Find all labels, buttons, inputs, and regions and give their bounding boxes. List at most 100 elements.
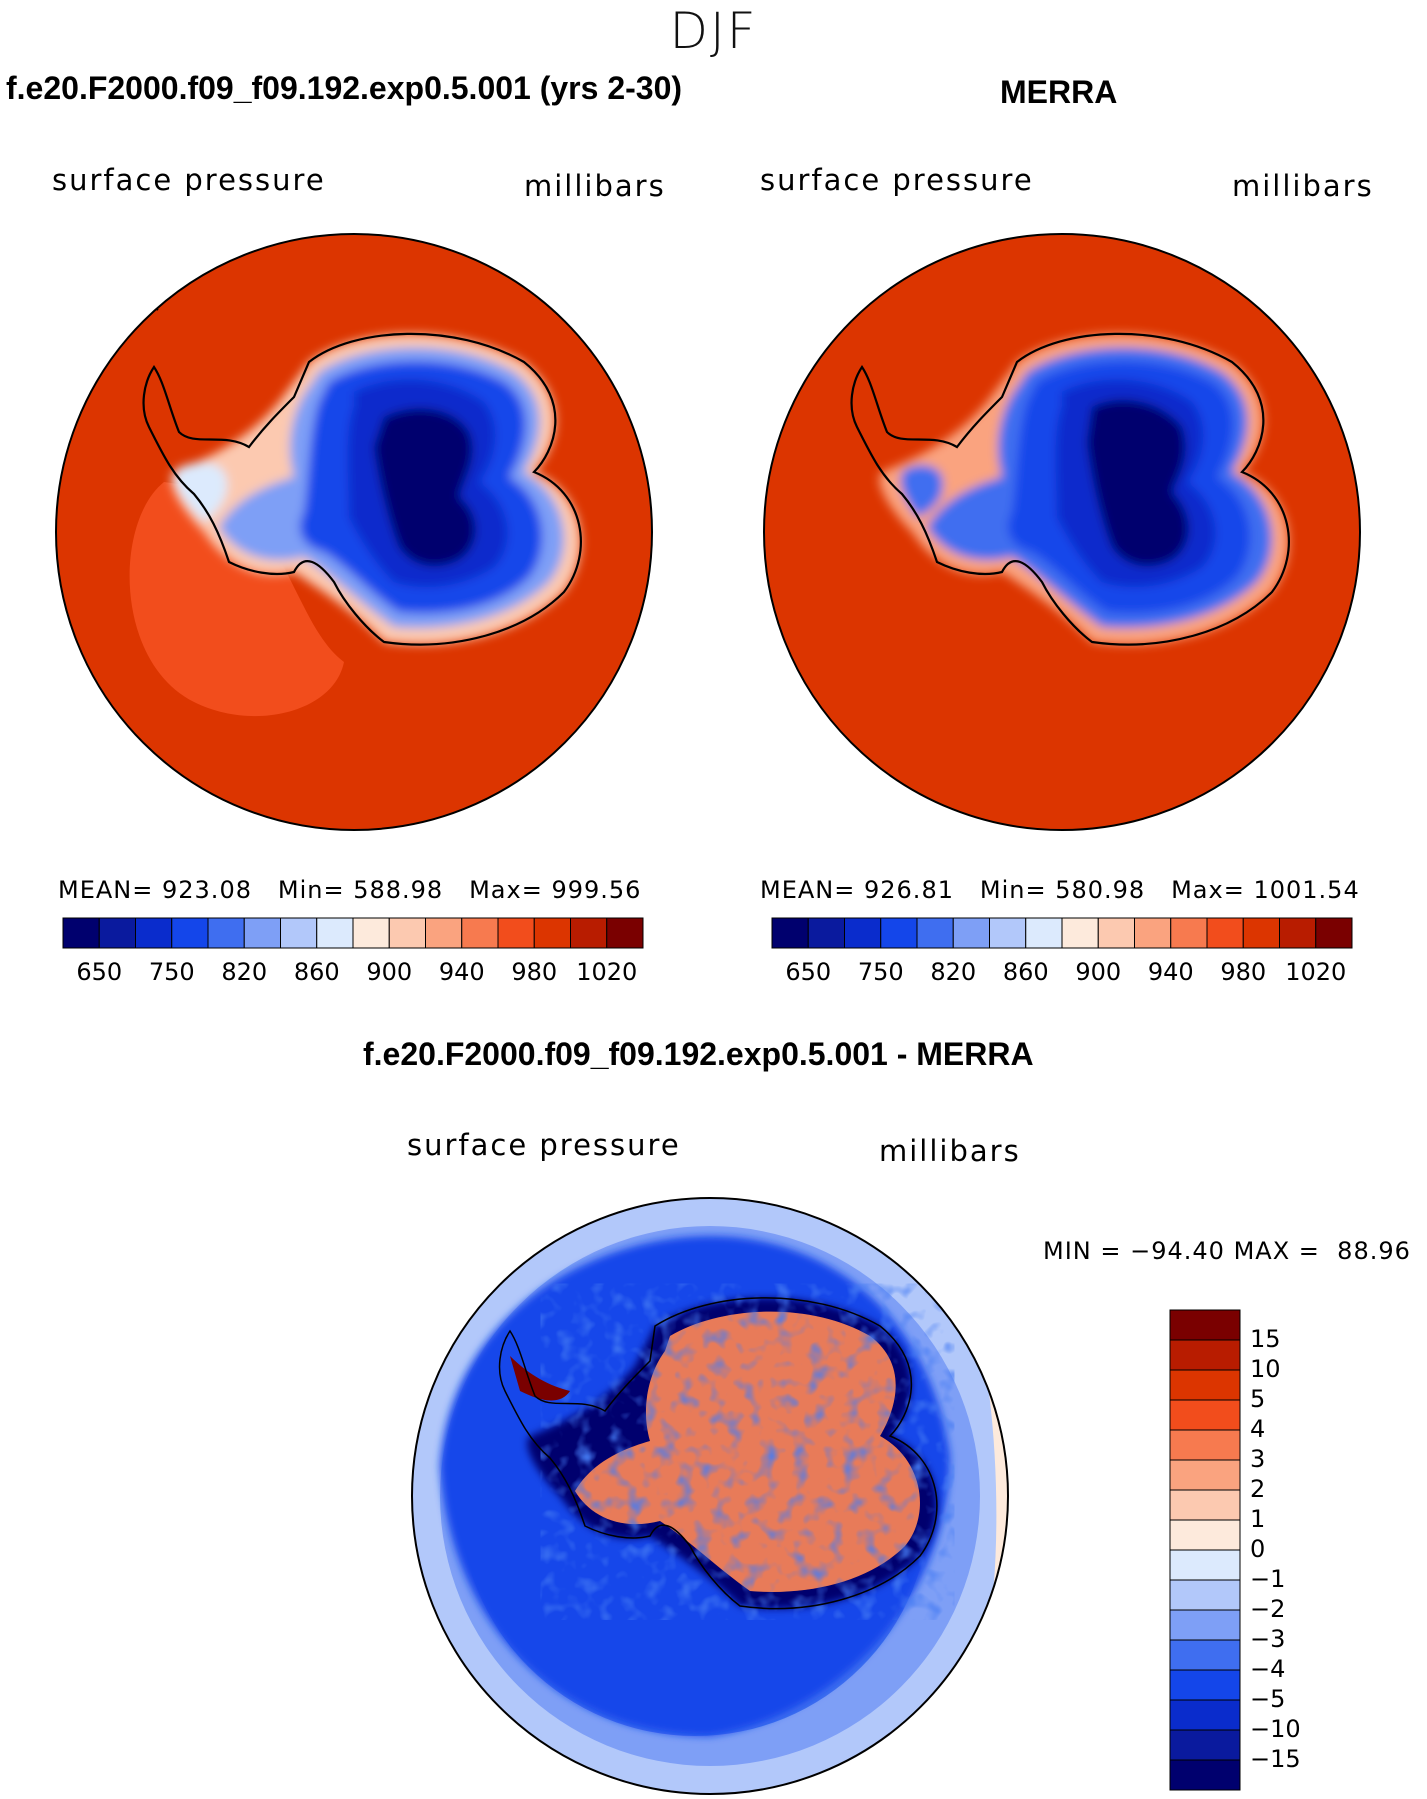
panel2-stats: MEAN= 926.81 Min= 580.98 Max= 1001.54	[760, 876, 1360, 904]
colorbar-tick-label: 940	[1147, 958, 1194, 986]
colorbar-tick-label: 1020	[576, 958, 638, 986]
colorbar-tick-label: 750	[148, 958, 195, 986]
colorbar-box	[207, 917, 245, 949]
diff-stats: MIN = −94.40 MAX = 88.96	[1043, 1237, 1411, 1265]
max-label: MAX =	[1233, 1237, 1320, 1265]
colorbar-box	[1206, 917, 1244, 949]
panel2-title: MERRA	[1000, 74, 1118, 110]
colorbar-box	[916, 917, 954, 949]
colorbar-box	[1169, 1729, 1241, 1761]
antarctica-field	[171, 333, 581, 645]
colorbar-tick-label: −10	[1250, 1715, 1301, 1743]
min-label: Min=	[979, 876, 1047, 904]
panel2-variable-label: surface pressure	[760, 163, 1034, 197]
mean-value: 926.81	[864, 876, 954, 904]
max-value: 1001.54	[1253, 876, 1360, 904]
colorbar-tick-label: 860	[1002, 958, 1049, 986]
colorbar-tick-label: −5	[1250, 1685, 1286, 1713]
colorbar-tick-label: 750	[857, 958, 904, 986]
colorbar-box	[771, 917, 809, 949]
colorbar-tick-label: 650	[785, 958, 832, 986]
colorbar-tick-label: 860	[293, 958, 340, 986]
colorbar-box	[989, 917, 1027, 949]
colorbar-box	[1169, 1459, 1241, 1491]
mean-value: 923.08	[162, 876, 252, 904]
diff-map	[411, 1197, 1009, 1795]
colorbar-tick-label: 980	[511, 958, 558, 986]
panel1-title: f.e20.F2000.f09_f09.192.exp0.5.001 (yrs …	[6, 70, 683, 106]
colorbar-box	[807, 917, 845, 949]
colorbar-box	[98, 917, 136, 949]
colorbar-tick-label: 1020	[1285, 958, 1347, 986]
colorbar-tick-label: −15	[1250, 1745, 1301, 1773]
colorbar-tick-label: 900	[366, 958, 413, 986]
coastline	[142, 332, 582, 646]
colorbar-tick-label: −2	[1250, 1595, 1286, 1623]
mean-label: MEAN=	[760, 876, 856, 904]
colorbar-tick-label: 4	[1250, 1415, 1266, 1443]
colorbar-box	[533, 917, 571, 949]
colorbar-box	[1169, 1399, 1241, 1431]
colorbar-box	[352, 917, 390, 949]
colorbar-tick-label: 650	[76, 958, 123, 986]
colorbar-box	[316, 917, 354, 949]
min-label: Min=	[277, 876, 345, 904]
colorbar-tick-label: 820	[221, 958, 268, 986]
panel1-map	[55, 233, 653, 831]
colorbar-box	[497, 917, 535, 949]
panel1-colorbar	[62, 917, 644, 949]
colorbar-tick-label: −3	[1250, 1625, 1286, 1653]
colorbar-box	[844, 917, 882, 949]
colorbar-box	[1169, 1489, 1241, 1521]
colorbar-box	[952, 917, 990, 949]
coastline	[498, 1297, 938, 1610]
colorbar-box	[280, 917, 318, 949]
colorbar-box	[1169, 1309, 1241, 1341]
colorbar-box	[606, 917, 644, 949]
colorbar-box	[425, 917, 463, 949]
colorbar-tick-label: 820	[930, 958, 977, 986]
min-value: 588.98	[353, 876, 444, 904]
colorbar-box	[880, 917, 918, 949]
colorbar-box	[1169, 1339, 1241, 1371]
map-boundary	[411, 1197, 1009, 1795]
colorbar-tick-label: 1	[1250, 1505, 1266, 1533]
colorbar-box	[171, 917, 209, 949]
diff-units-label: millibars	[879, 1134, 1021, 1168]
coastline	[850, 332, 1290, 646]
colorbar-tick-label: 5	[1250, 1385, 1266, 1413]
colorbar-box	[1097, 917, 1135, 949]
antarctica-diff-field	[510, 1297, 937, 1609]
max-label: Max=	[1171, 876, 1245, 904]
diff-colorbar	[1169, 1309, 1241, 1791]
colorbar-tick-label: −4	[1250, 1655, 1286, 1683]
colorbar-box	[1061, 917, 1099, 949]
colorbar-tick-label: 2	[1250, 1475, 1266, 1503]
panel1-variable-label: surface pressure	[52, 163, 326, 197]
colorbar-tick-label: −1	[1250, 1565, 1286, 1593]
colorbar-box	[570, 917, 608, 949]
diff-variable-label: surface pressure	[407, 1128, 681, 1162]
colorbar-box	[1169, 1549, 1241, 1581]
colorbar-box	[1169, 1669, 1241, 1701]
mean-label: MEAN=	[58, 876, 154, 904]
min-value: −94.40	[1130, 1237, 1225, 1265]
colorbar-box	[1025, 917, 1063, 949]
colorbar-box	[243, 917, 281, 949]
colorbar-box	[388, 917, 426, 949]
min-label: MIN =	[1043, 1237, 1122, 1265]
min-value: 580.98	[1055, 876, 1146, 904]
colorbar-box	[135, 917, 173, 949]
colorbar-box	[461, 917, 499, 949]
colorbar-box	[1169, 1429, 1241, 1461]
colorbar-box	[1169, 1699, 1241, 1731]
colorbar-box	[1169, 1759, 1241, 1791]
colorbar-tick-label: 10	[1250, 1355, 1281, 1383]
panel2-colorbar	[771, 917, 1353, 949]
colorbar-box	[62, 917, 100, 949]
map-boundary	[55, 233, 653, 831]
colorbar-box	[1169, 1609, 1241, 1641]
max-label: Max=	[469, 876, 543, 904]
colorbar-box	[1169, 1519, 1241, 1551]
colorbar-tick-label: 980	[1220, 958, 1267, 986]
